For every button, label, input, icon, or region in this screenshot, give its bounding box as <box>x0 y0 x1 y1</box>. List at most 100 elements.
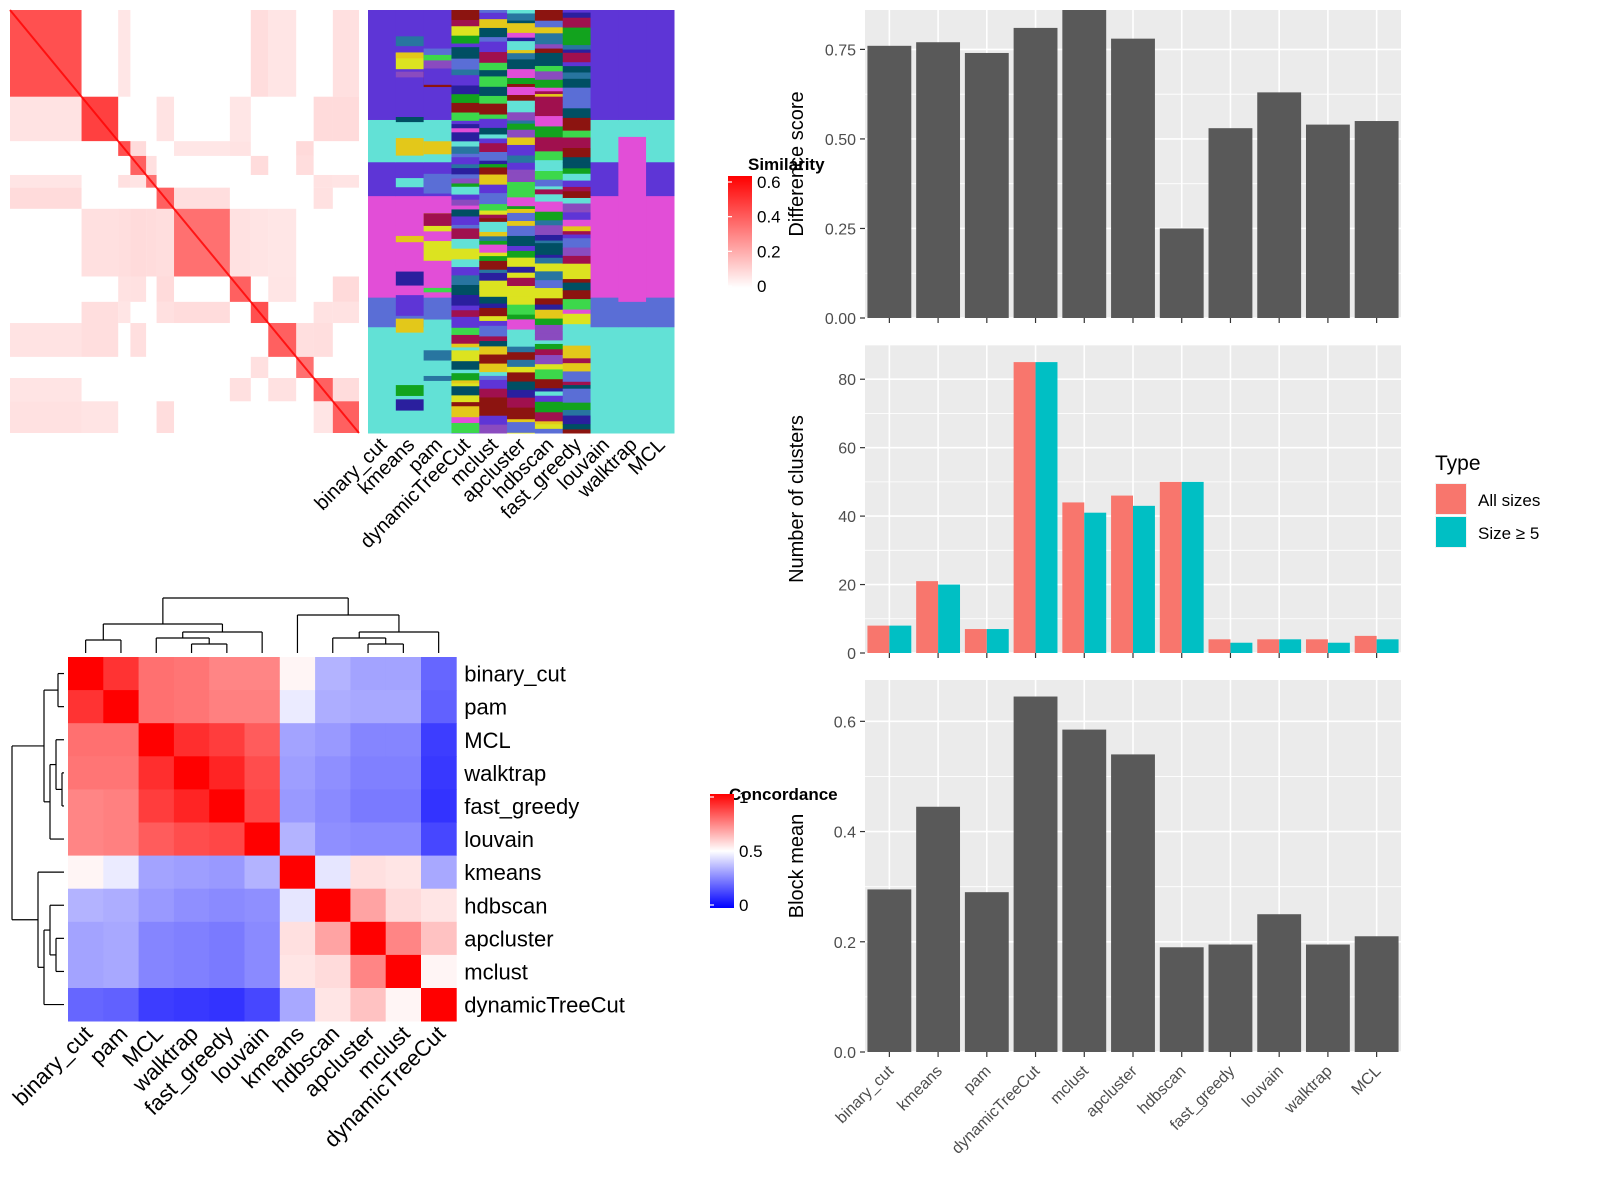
similarity-offdiagonal-block <box>296 155 314 175</box>
annotation-cell <box>507 272 536 279</box>
concordance-cell <box>421 822 457 856</box>
concordance-cell <box>209 723 245 757</box>
annotation-cell <box>534 324 564 335</box>
bar <box>964 629 987 653</box>
annotation-cell <box>479 424 508 434</box>
annotation-cell <box>534 395 564 403</box>
annotation-cell <box>507 84 536 88</box>
annotation-cell <box>534 263 564 272</box>
row-dendrogram <box>11 672 64 1006</box>
annotation-cell <box>507 78 536 85</box>
annotation-cell <box>507 186 536 198</box>
concordance-cell <box>421 789 457 823</box>
annotation-cell <box>507 257 536 268</box>
similarity-legend-tick-label: 0.6 <box>757 173 781 192</box>
annotation-cell <box>562 238 592 243</box>
annotation-cell <box>479 296 508 305</box>
concordance-cell <box>68 756 104 790</box>
similarity-offdiagonal-block <box>229 208 251 277</box>
concordance-row-label: apcluster <box>464 926 553 951</box>
bar <box>867 625 890 653</box>
concordance-cell <box>138 822 175 856</box>
annotation-cell <box>507 314 536 320</box>
annotation-cell <box>590 196 619 227</box>
concordance-legend: Concordance 0 0.5 1 <box>710 785 838 915</box>
annotation-cell <box>534 211 564 221</box>
annotation-cell <box>451 183 480 188</box>
annotation-cell <box>479 320 508 327</box>
annotation-cell <box>451 94 480 104</box>
concordance-cell <box>421 888 457 923</box>
concordance-row-label: hdbscan <box>464 893 547 918</box>
annotation-cell <box>451 238 480 250</box>
annotation-cell <box>507 100 536 110</box>
annotation-cell <box>451 194 480 201</box>
annotation-cell <box>507 112 536 121</box>
concordance-cell <box>244 690 281 724</box>
similarity-offdiagonal-block <box>313 301 333 324</box>
annotation-cell <box>562 87 592 99</box>
annotation-cell <box>451 316 480 329</box>
annotation-cell <box>479 204 508 212</box>
annotation-cell <box>451 168 480 175</box>
annotation-cell <box>479 19 508 29</box>
concordance-cell <box>68 723 104 757</box>
concordance-cell <box>385 855 422 890</box>
concordance-cell <box>103 855 139 890</box>
annotation-cell <box>562 330 592 341</box>
annotation-cell <box>479 256 508 262</box>
annotation-cell <box>479 363 508 373</box>
bar <box>1062 10 1107 318</box>
annotation-cell <box>534 137 564 144</box>
bar <box>1159 228 1204 318</box>
concordance-cell <box>279 921 316 956</box>
bar <box>986 629 1009 653</box>
concordance-cell <box>315 789 351 823</box>
annotation-cell <box>562 203 592 213</box>
annotation-cell <box>451 40 480 45</box>
annotation-cell <box>507 86 536 96</box>
similarity-offdiagonal-block <box>10 401 82 433</box>
bar <box>938 584 961 653</box>
annotation-cell <box>507 381 536 386</box>
annotation-cell <box>395 52 425 59</box>
annotation-cell <box>479 325 508 337</box>
annotation-cell <box>423 375 452 381</box>
annotation-cell <box>479 290 508 298</box>
annotation-cell <box>534 79 564 89</box>
similarity-offdiagonal-block <box>156 401 175 433</box>
annotation-cell <box>479 221 508 233</box>
annotation-cell <box>646 297 675 328</box>
annotation-cell <box>534 201 564 213</box>
annotation-cell <box>507 169 536 174</box>
annotation-cell <box>590 297 619 328</box>
concordance-cell <box>68 690 104 724</box>
concordance-cell <box>350 888 387 923</box>
similarity-offdiagonal-block <box>332 301 359 324</box>
annotation-cell <box>479 127 508 135</box>
concordance-row-label: dynamicTreeCut <box>464 993 625 1018</box>
annotation-cell <box>562 324 592 331</box>
concordance-cell <box>350 789 387 823</box>
annotation-cell <box>562 255 592 265</box>
type-legend-key <box>1436 484 1466 514</box>
annotation-cell <box>507 419 536 423</box>
concordance-cell <box>209 988 245 1022</box>
annotation-cell <box>368 297 397 328</box>
x-tick-label: binary_cut <box>833 1062 898 1127</box>
similarity-offdiagonal-block <box>10 174 82 188</box>
annotation-cell <box>534 171 564 181</box>
concordance-cell <box>209 822 245 856</box>
annotation-cell <box>507 108 536 113</box>
bar <box>1013 27 1058 318</box>
bar <box>1013 362 1036 653</box>
annotation-cell <box>479 252 508 257</box>
annotation-cell <box>479 103 508 116</box>
concordance-cell <box>244 988 281 1022</box>
concordance-heatmap: binary_cutpamMCLwalktrapfast_greedylouva… <box>8 597 625 1152</box>
concordance-legend-tick-label: 0.5 <box>739 842 763 861</box>
annotation-cell <box>534 240 564 244</box>
annotation-cell <box>423 141 452 155</box>
bar <box>1159 947 1204 1052</box>
annotation-cell <box>451 310 480 318</box>
